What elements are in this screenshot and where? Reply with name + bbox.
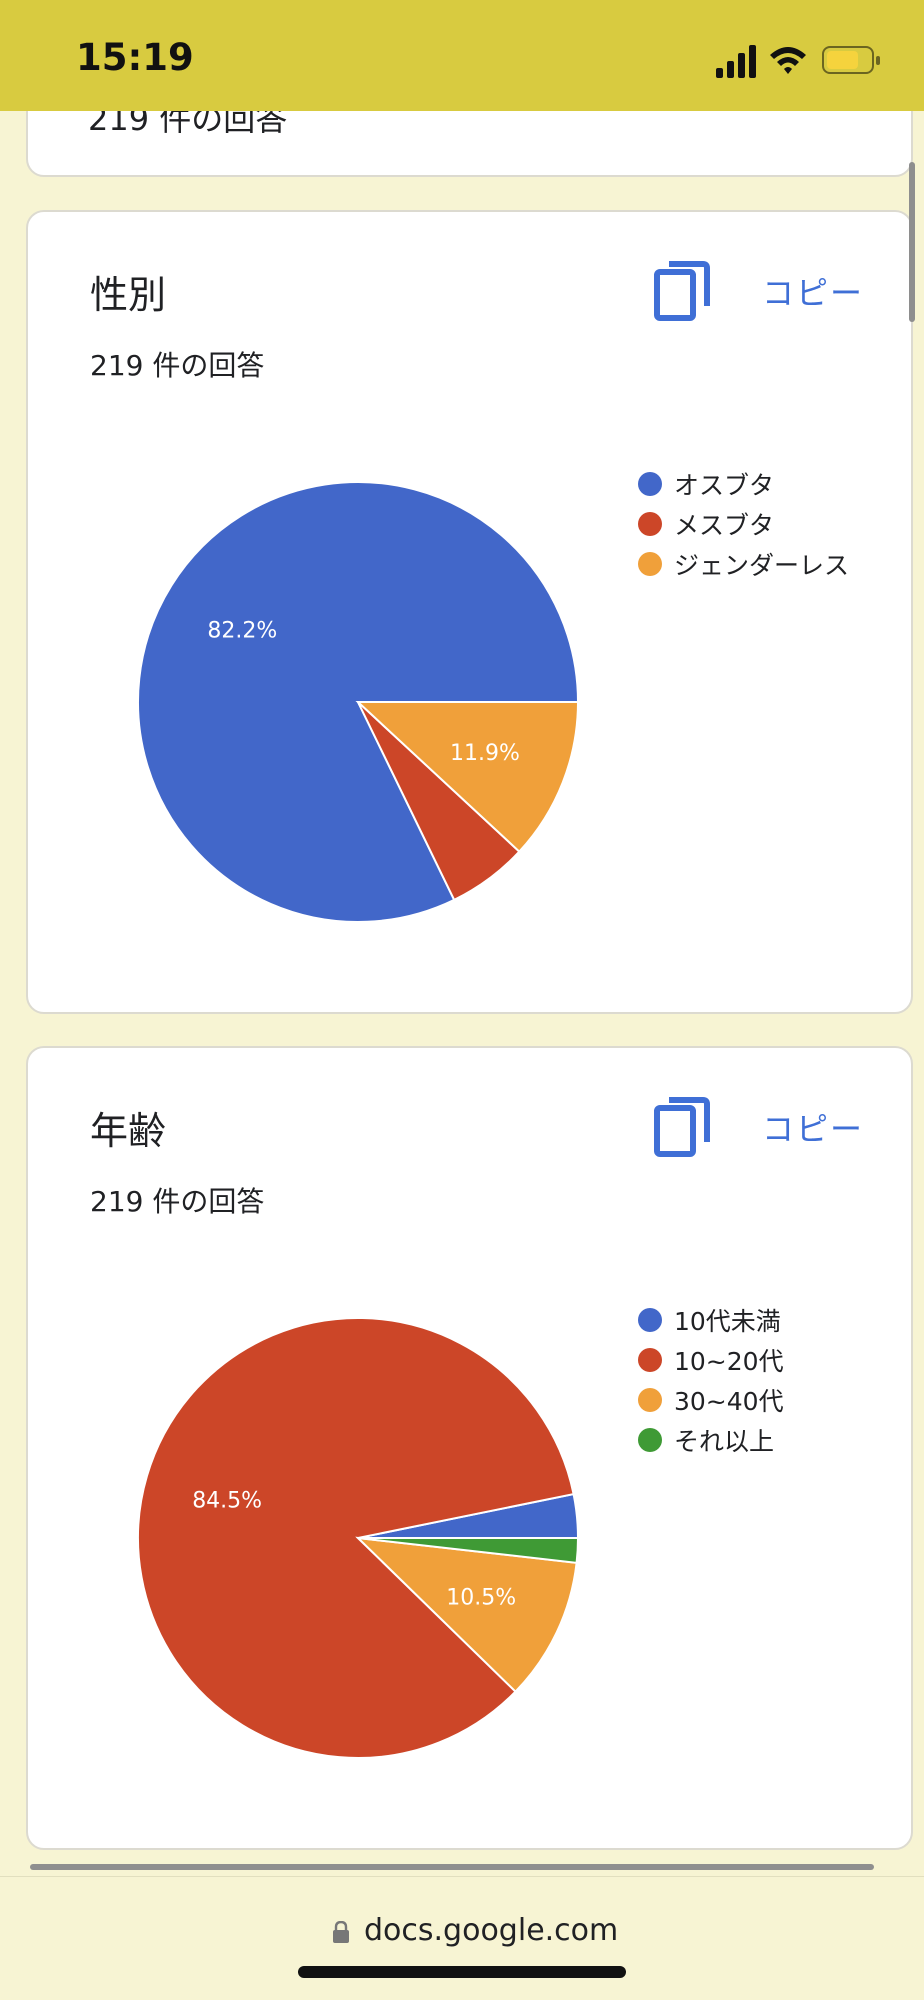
status-icons <box>716 45 880 78</box>
slice-value-label: 84.5% <box>192 1489 262 1514</box>
slice-value-label: 82.2% <box>207 619 277 644</box>
horizontal-scrollbar[interactable] <box>30 1864 874 1870</box>
pie-slice[interactable] <box>355 701 580 854</box>
slice-value-label: 10.5% <box>446 1585 516 1610</box>
legend-label: ジェンダーレス <box>674 551 850 580</box>
pie-slice[interactable] <box>137 1317 575 1759</box>
legend-label: オスブタ <box>674 471 775 500</box>
legend-label: それ以上 <box>674 1427 775 1456</box>
copy-label: コピー <box>762 274 865 312</box>
legend-dot <box>638 512 662 536</box>
response-count: 219 件の回答 <box>90 1185 265 1218</box>
vertical-scrollbar[interactable] <box>909 162 915 322</box>
home-indicator[interactable] <box>298 1966 626 1978</box>
legend-dot <box>638 1308 662 1332</box>
legend-dot <box>638 472 662 496</box>
gender-card: 性別 219 件の回答 コピー 82.2% 11.9% オスブタメスブタジェンダー… <box>26 210 913 1014</box>
battery-icon <box>822 46 880 74</box>
copy-icon <box>654 1097 710 1157</box>
pie-slice[interactable] <box>355 1536 578 1694</box>
url-text: docs.google.com <box>364 1913 619 1948</box>
legend-label: メスブタ <box>674 511 775 540</box>
question-title: 年齢 <box>90 1109 167 1153</box>
legend-label: 10~20代 <box>674 1347 784 1376</box>
copy-button[interactable]: コピー <box>654 1096 894 1170</box>
response-count: 219 件の回答 <box>90 349 265 382</box>
gender-pie-chart: 82.2% 11.9% <box>137 481 580 923</box>
legend-dot <box>638 1348 662 1372</box>
legend-label: 30~40代 <box>674 1387 784 1416</box>
status-bar: 15:19 <box>0 0 924 111</box>
status-time: 15:19 <box>76 36 194 79</box>
legend-dot <box>638 1388 662 1412</box>
legend-dot <box>638 552 662 576</box>
copy-icon <box>654 261 710 321</box>
age-pie-chart: 84.5% 10.5% <box>137 1317 580 1759</box>
wifi-icon <box>770 47 806 74</box>
pie-slice[interactable] <box>357 1537 580 1564</box>
browser-url-bar[interactable]: docs.google.com <box>0 1876 924 2000</box>
legend-dot <box>638 1428 662 1452</box>
slice-value-label: 11.9% <box>450 741 520 766</box>
question-title: 性別 <box>90 273 167 317</box>
copy-label: コピー <box>762 1110 865 1148</box>
legend-label: 10代未満 <box>674 1307 781 1336</box>
signal-icon <box>716 45 756 78</box>
copy-button[interactable]: コピー <box>654 260 894 334</box>
age-card: 年齢 219 件の回答 コピー 84.5% 10.5% 10代未満 10~20代 30… <box>26 1046 913 1850</box>
lock-icon <box>333 1921 349 1943</box>
